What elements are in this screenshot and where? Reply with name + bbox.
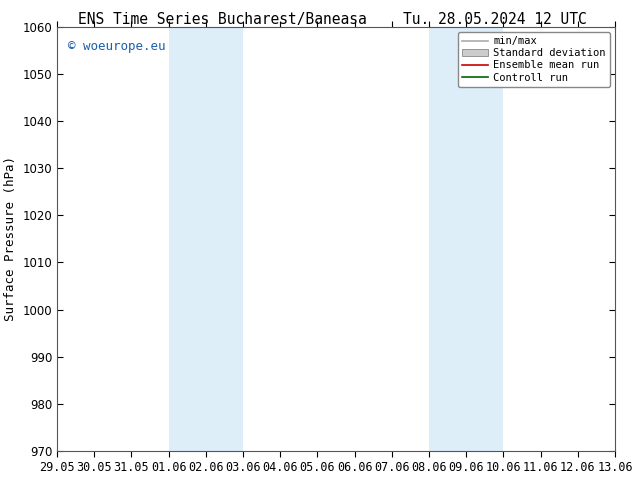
Legend: min/max, Standard deviation, Ensemble mean run, Controll run: min/max, Standard deviation, Ensemble me… (458, 32, 610, 87)
Bar (169, 27, 243, 451)
Bar (429, 27, 503, 451)
Text: Tu. 28.05.2024 12 UTC: Tu. 28.05.2024 12 UTC (403, 12, 586, 27)
Y-axis label: Surface Pressure (hPa): Surface Pressure (hPa) (4, 156, 17, 321)
Text: © woeurope.eu: © woeurope.eu (68, 40, 165, 52)
Text: ENS Time Series Bucharest/Baneasa: ENS Time Series Bucharest/Baneasa (77, 12, 366, 27)
